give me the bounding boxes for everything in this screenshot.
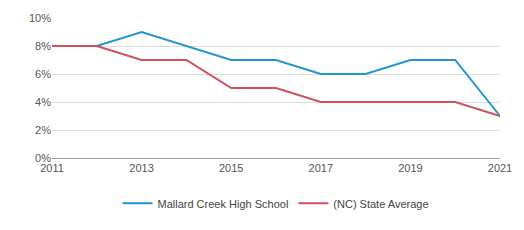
svg-text:10%: 10% [29,12,51,24]
svg-text:2013: 2013 [129,162,153,174]
svg-text:8%: 8% [35,40,51,52]
svg-text:2021: 2021 [488,162,512,174]
svg-text:2%: 2% [35,124,51,136]
svg-text:Mallard Creek High School: Mallard Creek High School [158,198,289,210]
svg-text:2017: 2017 [309,162,333,174]
svg-text:(NC) State Average: (NC) State Average [333,198,428,210]
svg-text:2011: 2011 [40,162,64,174]
svg-text:2015: 2015 [219,162,243,174]
svg-text:2019: 2019 [398,162,422,174]
svg-text:0%: 0% [35,152,51,164]
svg-text:4%: 4% [35,96,51,108]
svg-text:6%: 6% [35,68,51,80]
